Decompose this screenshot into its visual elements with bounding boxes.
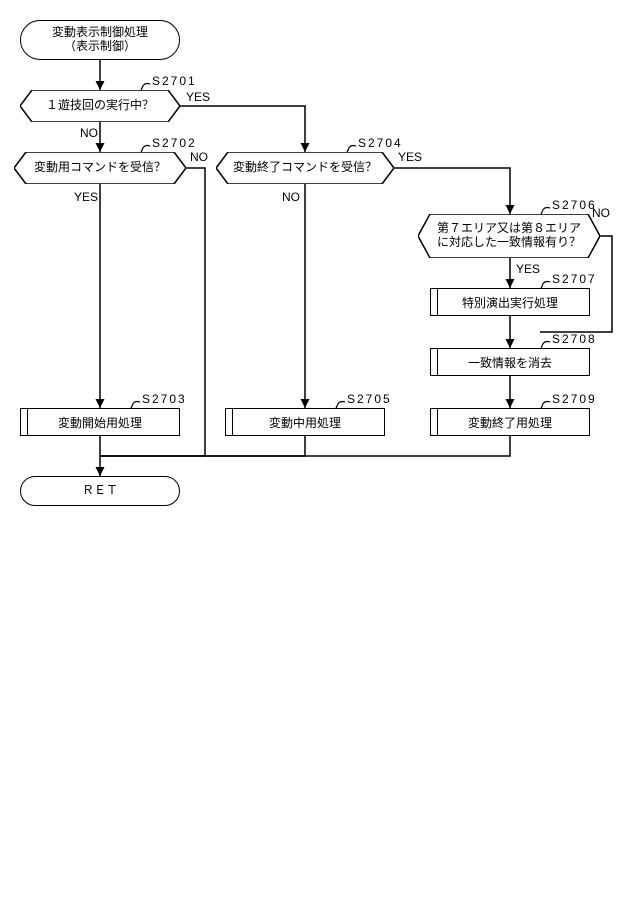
branch-label-s2704_yes: YES <box>398 150 422 164</box>
node-text: 変動終了用処理 <box>468 414 552 431</box>
node-text: 変動開始用処理 <box>58 414 142 431</box>
node-ret: ＲＥＴ <box>20 476 180 506</box>
node-text: 特別演出実行処理 <box>462 294 558 311</box>
step-label-s2705: S2705 <box>347 392 392 406</box>
node-text: １遊技回の実行中？ <box>20 90 180 122</box>
branch-label-s2701_yes: YES <box>186 90 210 104</box>
step-label-s2707: S2707 <box>552 272 597 286</box>
step-label-s2704: S2704 <box>358 136 403 150</box>
node-s2708: 一致情報を消去 <box>430 348 590 376</box>
node-s2706: 第７エリア又は第８エリアに対応した一致情報有り？ <box>418 214 600 258</box>
step-label-s2709: S2709 <box>552 392 597 406</box>
node-text: 一致情報を消去 <box>468 354 552 371</box>
branch-label-s2704_no: NO <box>282 190 300 204</box>
branch-label-s2706_yes: YES <box>516 262 540 276</box>
node-text: 変動用コマンドを受信？ <box>14 152 186 184</box>
step-label-s2703: S2703 <box>142 392 187 406</box>
node-s2701: １遊技回の実行中？ <box>20 90 180 122</box>
step-label-s2708: S2708 <box>552 332 597 346</box>
branch-label-s2702_no: NO <box>190 150 208 164</box>
node-s2704: 変動終了コマンドを受信？ <box>216 152 394 184</box>
node-s2709: 変動終了用処理 <box>430 408 590 436</box>
step-label-s2702: S2702 <box>152 136 197 150</box>
branch-label-s2702_yes: YES <box>74 190 98 204</box>
node-text: 第７エリア又は第８エリアに対応した一致情報有り？ <box>418 214 600 258</box>
node-text: 変動終了コマンドを受信？ <box>216 152 394 184</box>
node-text: 変動表示制御処理 （表示制御） <box>52 26 148 54</box>
step-label-s2701: S2701 <box>152 74 197 88</box>
node-s2702: 変動用コマンドを受信？ <box>14 152 186 184</box>
node-start: 変動表示制御処理 （表示制御） <box>20 20 180 60</box>
node-text: 変動中用処理 <box>269 414 341 431</box>
step-label-s2706: S2706 <box>552 198 597 212</box>
node-s2707: 特別演出実行処理 <box>430 288 590 316</box>
branch-label-s2701_no: NO <box>80 126 98 140</box>
node-text: ＲＥＴ <box>82 484 118 498</box>
node-s2705: 変動中用処理 <box>225 408 385 436</box>
node-s2703: 変動開始用処理 <box>20 408 180 436</box>
